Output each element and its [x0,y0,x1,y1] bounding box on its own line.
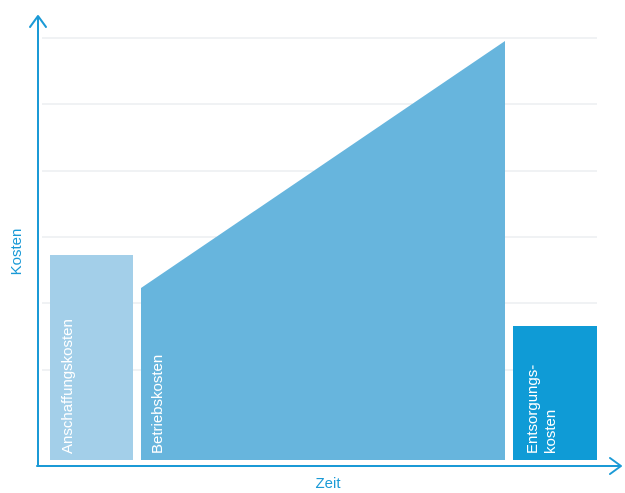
x-axis [36,457,622,475]
disposal-cost-block [513,326,597,460]
operating-cost-label: Betriebskosten [149,355,166,454]
operating-cost-area [141,41,505,460]
y-axis-label: Kosten [8,229,25,276]
x-axis-label: Zeit [315,475,341,492]
x-axis-arrow-icon [609,457,622,475]
y-axis [29,15,47,467]
disposal-cost-label-line2: kosten [542,410,559,454]
disposal-cost-label-line1: Entsorgungs- [524,365,541,454]
acquisition-cost-block [50,255,133,460]
y-axis-arrow-icon [29,15,47,28]
acquisition-cost-label: Anschaffungskosten [59,319,76,454]
